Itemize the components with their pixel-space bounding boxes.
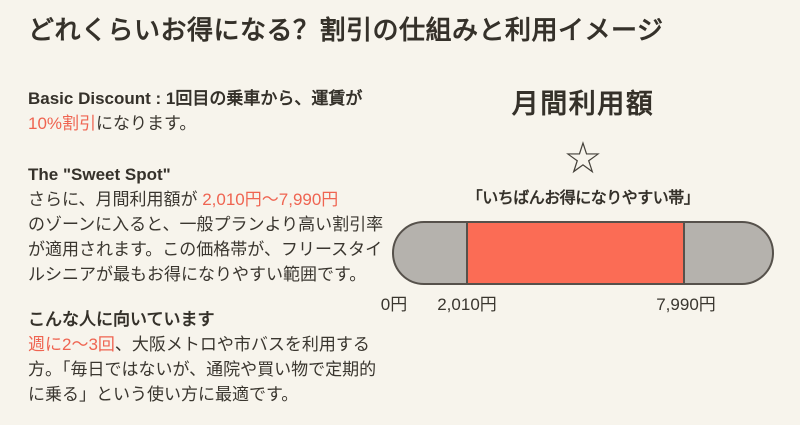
usage-range-bar (392, 221, 774, 285)
frequency-highlight: 週に2〜3回 (28, 335, 115, 354)
text-segment: に乗る」という使い方に最適です。 (28, 385, 299, 404)
text-line: が適用されます。この価格帯が、フリースタイ (28, 237, 396, 262)
diagram-title: 月間利用額 (511, 89, 655, 119)
page-title: どれくらいお得になる？割引の仕組みと利用イメージ (28, 15, 664, 45)
text-segment: のゾーンに入ると、一般プランより高い割引率 (28, 215, 384, 234)
text-line: 10%割引になります。 (28, 111, 396, 136)
sweet-spot-zone (466, 223, 686, 283)
axis-label-min: 0円 (380, 295, 408, 314)
text-line: 週に2〜3回、大阪メトロや市バスを利用する (28, 332, 396, 357)
text-line: に乗る」という使い方に最適です。 (28, 382, 396, 407)
bar-axis-labels: 0円 2,010円 7,990円 (381, 290, 774, 314)
sweet-band-label: 「いちばんお得になりやすい帯」 (466, 190, 700, 207)
text-line: のゾーンに入ると、一般プランより高い割引率 (28, 212, 396, 237)
discount-rate-highlight: 10%割引 (28, 114, 97, 133)
text-segment: さらに、月間利用額が (28, 190, 203, 209)
diagram-column: 月間利用額 ☆ 「いちばんお得になりやすい帯」 0円 2,010円 7,990円 (381, 82, 776, 314)
text-segment: 方。「毎日ではないが、通院や買い物で定期的 (28, 360, 377, 379)
sweet-spot-block: The "Sweet Spot" さらに、月間利用額が 2,010円〜7,990… (28, 162, 396, 287)
text-line: ルシニアが最もお得になりやすい範囲です。 (28, 262, 396, 287)
left-text-column: Basic Discount : 1回目の乗車から、運賃が 10%割引になります… (28, 86, 396, 425)
text-line: Basic Discount : 1回目の乗車から、運賃が (28, 86, 396, 111)
recommended-for-block: こんな人に向いています 週に2〜3回、大阪メトロや市バスを利用する 方。「毎日で… (28, 307, 396, 407)
price-range-highlight: 2,010円〜7,990円 (202, 190, 339, 209)
star-outline-icon: ☆ (563, 133, 603, 184)
axis-label-sweet-start: 2,010円 (437, 295, 497, 314)
text-segment: ルシニアが最もお得になりやすい範囲です。 (28, 265, 367, 284)
text-segment: 、大阪メトロや市バスを利用する (114, 335, 370, 354)
text-line: 方。「毎日ではないが、通院や買い物で定期的 (28, 357, 396, 382)
sweet-spot-heading: The "Sweet Spot" (28, 165, 171, 184)
recommended-for-heading: こんな人に向いています (28, 310, 215, 329)
basic-discount-lead: Basic Discount : 1回目の乗車から、運賃が (28, 89, 363, 108)
axis-label-sweet-end: 7,990円 (656, 295, 716, 314)
text-line: さらに、月間利用額が 2,010円〜7,990円 (28, 187, 396, 212)
text-line: こんな人に向いています (28, 307, 396, 332)
basic-discount-block: Basic Discount : 1回目の乗車から、運賃が 10%割引になります… (28, 86, 396, 136)
text-segment: になります。 (96, 114, 197, 133)
text-line: The "Sweet Spot" (28, 162, 396, 187)
text-segment: が適用されます。この価格帯が、フリースタイ (28, 240, 383, 259)
